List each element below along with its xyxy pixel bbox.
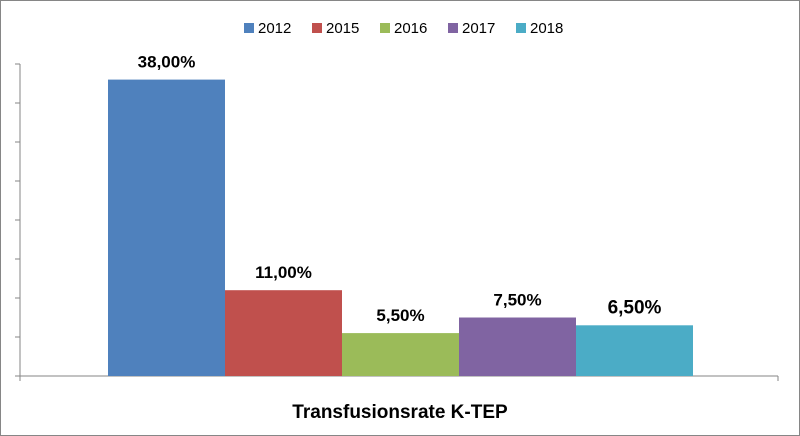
bar-2016 <box>342 333 459 376</box>
legend-label-2015: 2015 <box>326 20 359 37</box>
legend-label-2016: 2016 <box>394 20 427 37</box>
legend-label-2017: 2017 <box>462 20 495 37</box>
bar-2015 <box>225 290 342 376</box>
data-label-2016: 5,50% <box>376 306 424 325</box>
legend-label-2018: 2018 <box>530 20 563 37</box>
bar-2012 <box>108 79 225 376</box>
legend: 2012 2015 2016 2017 2018 <box>244 20 563 37</box>
legend-swatch-2017 <box>448 23 458 33</box>
legend-swatch-2016 <box>380 23 390 33</box>
data-label-2015: 11,00% <box>255 263 312 282</box>
legend-swatch-2018 <box>516 23 526 33</box>
data-labels: 38,00% 11,00% 5,50% 7,50% 6,50% <box>138 53 662 326</box>
data-label-2018: 6,50% <box>608 297 662 318</box>
data-label-2017: 7,50% <box>493 291 541 310</box>
legend-swatch-2015 <box>312 23 322 33</box>
bar-2017 <box>459 317 576 376</box>
data-label-2012: 38,00% <box>138 53 196 72</box>
category-label: Transfusionsrate K-TEP <box>292 402 508 423</box>
legend-swatch-2012 <box>244 23 254 33</box>
bars <box>108 79 693 376</box>
bar-2018 <box>576 325 693 376</box>
legend-label-2012: 2012 <box>258 20 291 37</box>
